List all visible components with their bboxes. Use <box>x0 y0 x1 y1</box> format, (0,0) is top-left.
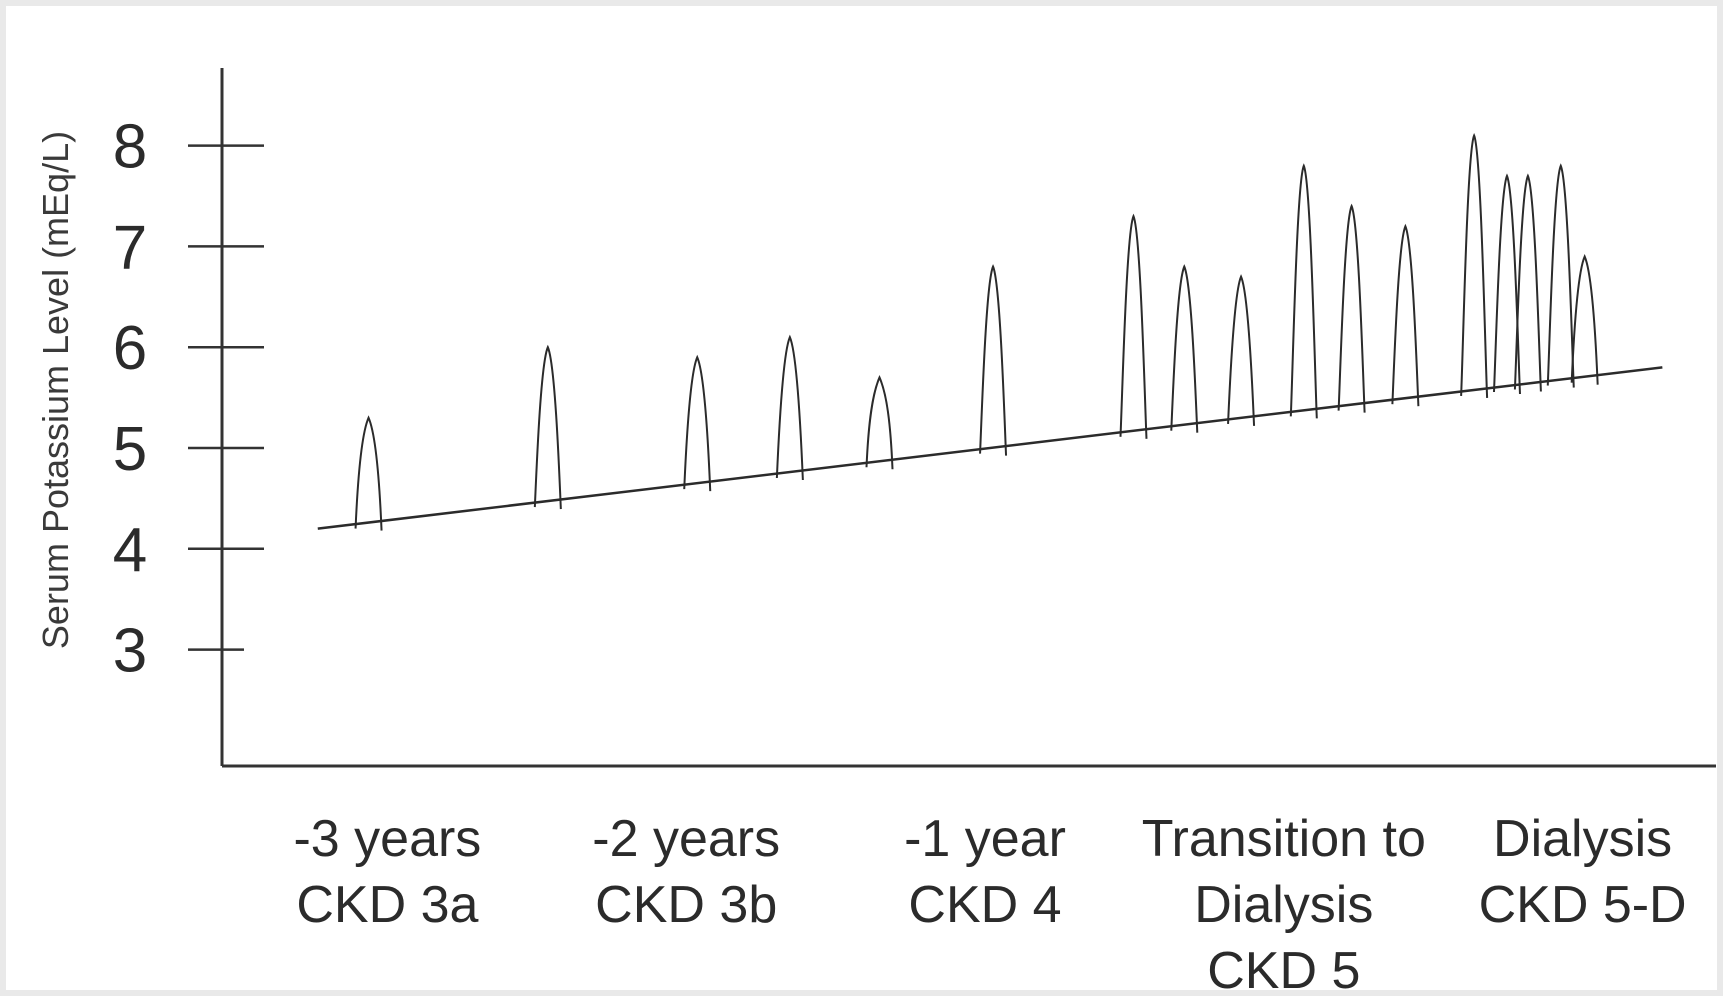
potassium-spike-14 <box>1513 173 1542 392</box>
potassium-spike-0 <box>354 415 383 531</box>
y-tick-label-3: 3 <box>113 617 147 686</box>
x-category-label-0: -3 years CKD 3a <box>293 810 481 934</box>
potassium-spike-2 <box>683 354 712 492</box>
y-axis-label-group: Serum Potassium Level (mEq/L) <box>35 131 76 649</box>
x-category-label-4: Dialysis CKD 5-D <box>1479 810 1687 934</box>
potassium-spike-6 <box>1119 213 1148 439</box>
y-axis-label: Serum Potassium Level (mEq/L) <box>35 131 76 649</box>
y-tick-label-5: 5 <box>113 415 147 484</box>
y-tick-label-8: 8 <box>113 113 147 182</box>
potassium-series <box>317 133 1663 531</box>
baseline-trend-line <box>317 366 1663 530</box>
potassium-chart: 3 4 5 6 7 8 Serum Potassium Level (mEq/L) -3 … <box>35 68 1716 1000</box>
y-tick-label-7: 7 <box>113 213 147 282</box>
potassium-spike-16 <box>1570 253 1599 385</box>
potassium-spike-7 <box>1170 264 1199 433</box>
y-tick-label-6: 6 <box>113 314 147 383</box>
axes <box>220 68 1716 768</box>
potassium-spike-11 <box>1391 223 1420 407</box>
potassium-spike-3 <box>775 334 804 481</box>
x-category-labels: -3 years CKD 3a -2 years CKD 3b -1 year CKD 4… <box>293 810 1686 1000</box>
y-ticks: 3 4 5 6 7 8 <box>113 113 264 686</box>
potassium-spike-8 <box>1227 274 1256 426</box>
potassium-spike-12 <box>1460 133 1489 398</box>
y-tick-label-4: 4 <box>113 516 147 585</box>
potassium-spike-4 <box>865 374 894 470</box>
potassium-spike-1 <box>533 344 562 510</box>
potassium-spike-10 <box>1337 203 1366 413</box>
x-category-label-1: -2 years CKD 3b <box>592 810 780 934</box>
x-category-label-2: -1 year CKD 4 <box>904 810 1066 934</box>
potassium-spike-15 <box>1546 163 1575 388</box>
potassium-spike-9 <box>1289 163 1318 419</box>
potassium-spike-5 <box>979 264 1008 456</box>
x-category-label-3: Transition to Dialysis CKD 5 <box>1142 810 1426 1000</box>
